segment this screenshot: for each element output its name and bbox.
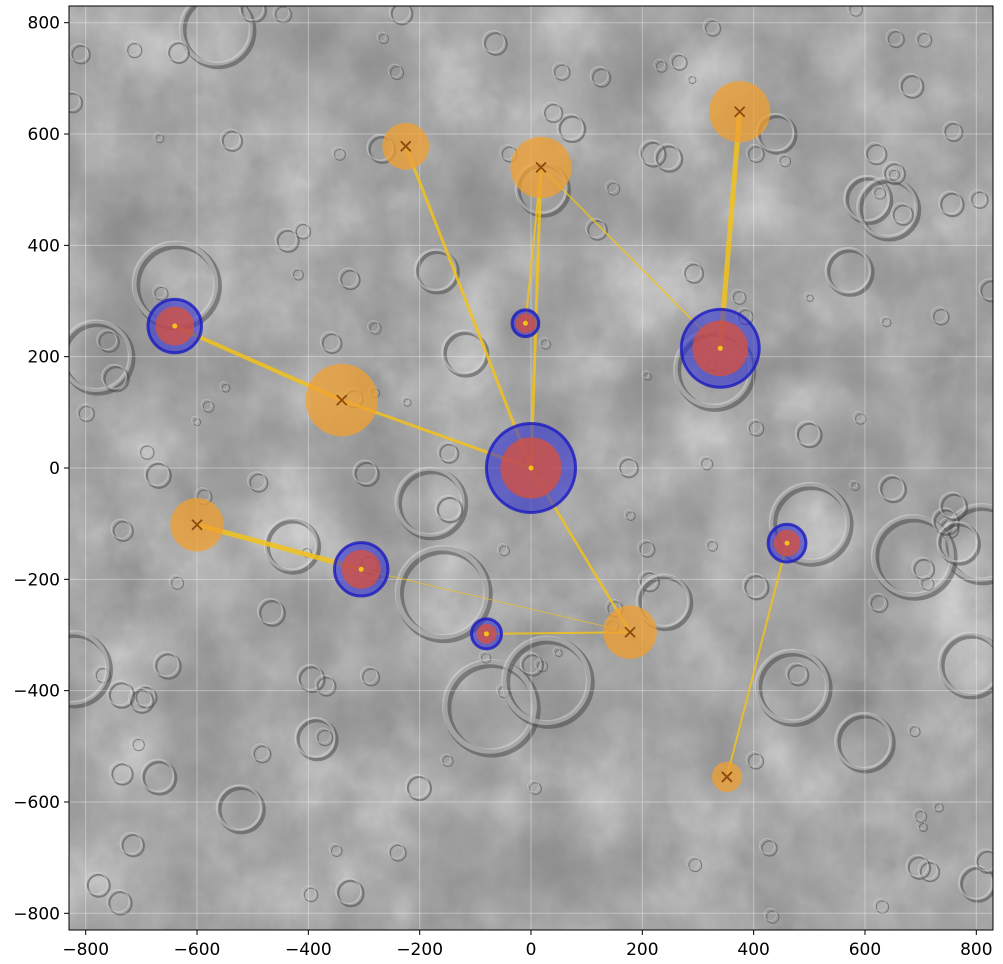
y-tick-label: −800 [13, 904, 60, 924]
x-tick-label: −400 [285, 940, 332, 960]
y-tick-label: 800 [28, 14, 60, 34]
x-tick-label: −200 [396, 940, 443, 960]
center-dot [359, 567, 364, 572]
y-tick-label: 400 [28, 236, 60, 256]
center-dot [785, 541, 790, 546]
x-axis: −800 −600 −400 −200 0 200 400 600 800 [62, 930, 992, 960]
x-tick-label: 0 [526, 940, 537, 960]
y-tick-label: 0 [49, 459, 60, 479]
x-tick-label: 600 [849, 940, 881, 960]
y-tick-label: 600 [28, 125, 60, 145]
center-dot [718, 346, 723, 351]
x-tick-label: 200 [626, 940, 658, 960]
center-dot [529, 466, 534, 471]
x-tick-label: −800 [62, 940, 109, 960]
x-tick-label: 800 [960, 940, 992, 960]
center-dot [523, 321, 528, 326]
x-tick-label: −600 [174, 940, 221, 960]
y-tick-label: −200 [13, 570, 60, 590]
y-tick-label: −400 [13, 682, 60, 702]
y-axis: −800 −600 −400 −200 0 200 400 600 800 [13, 14, 69, 925]
center-dot [172, 324, 177, 329]
x-tick-label: 400 [737, 940, 769, 960]
y-tick-label: −600 [13, 793, 60, 813]
y-tick-label: 200 [28, 348, 60, 368]
center-dot [484, 631, 489, 636]
